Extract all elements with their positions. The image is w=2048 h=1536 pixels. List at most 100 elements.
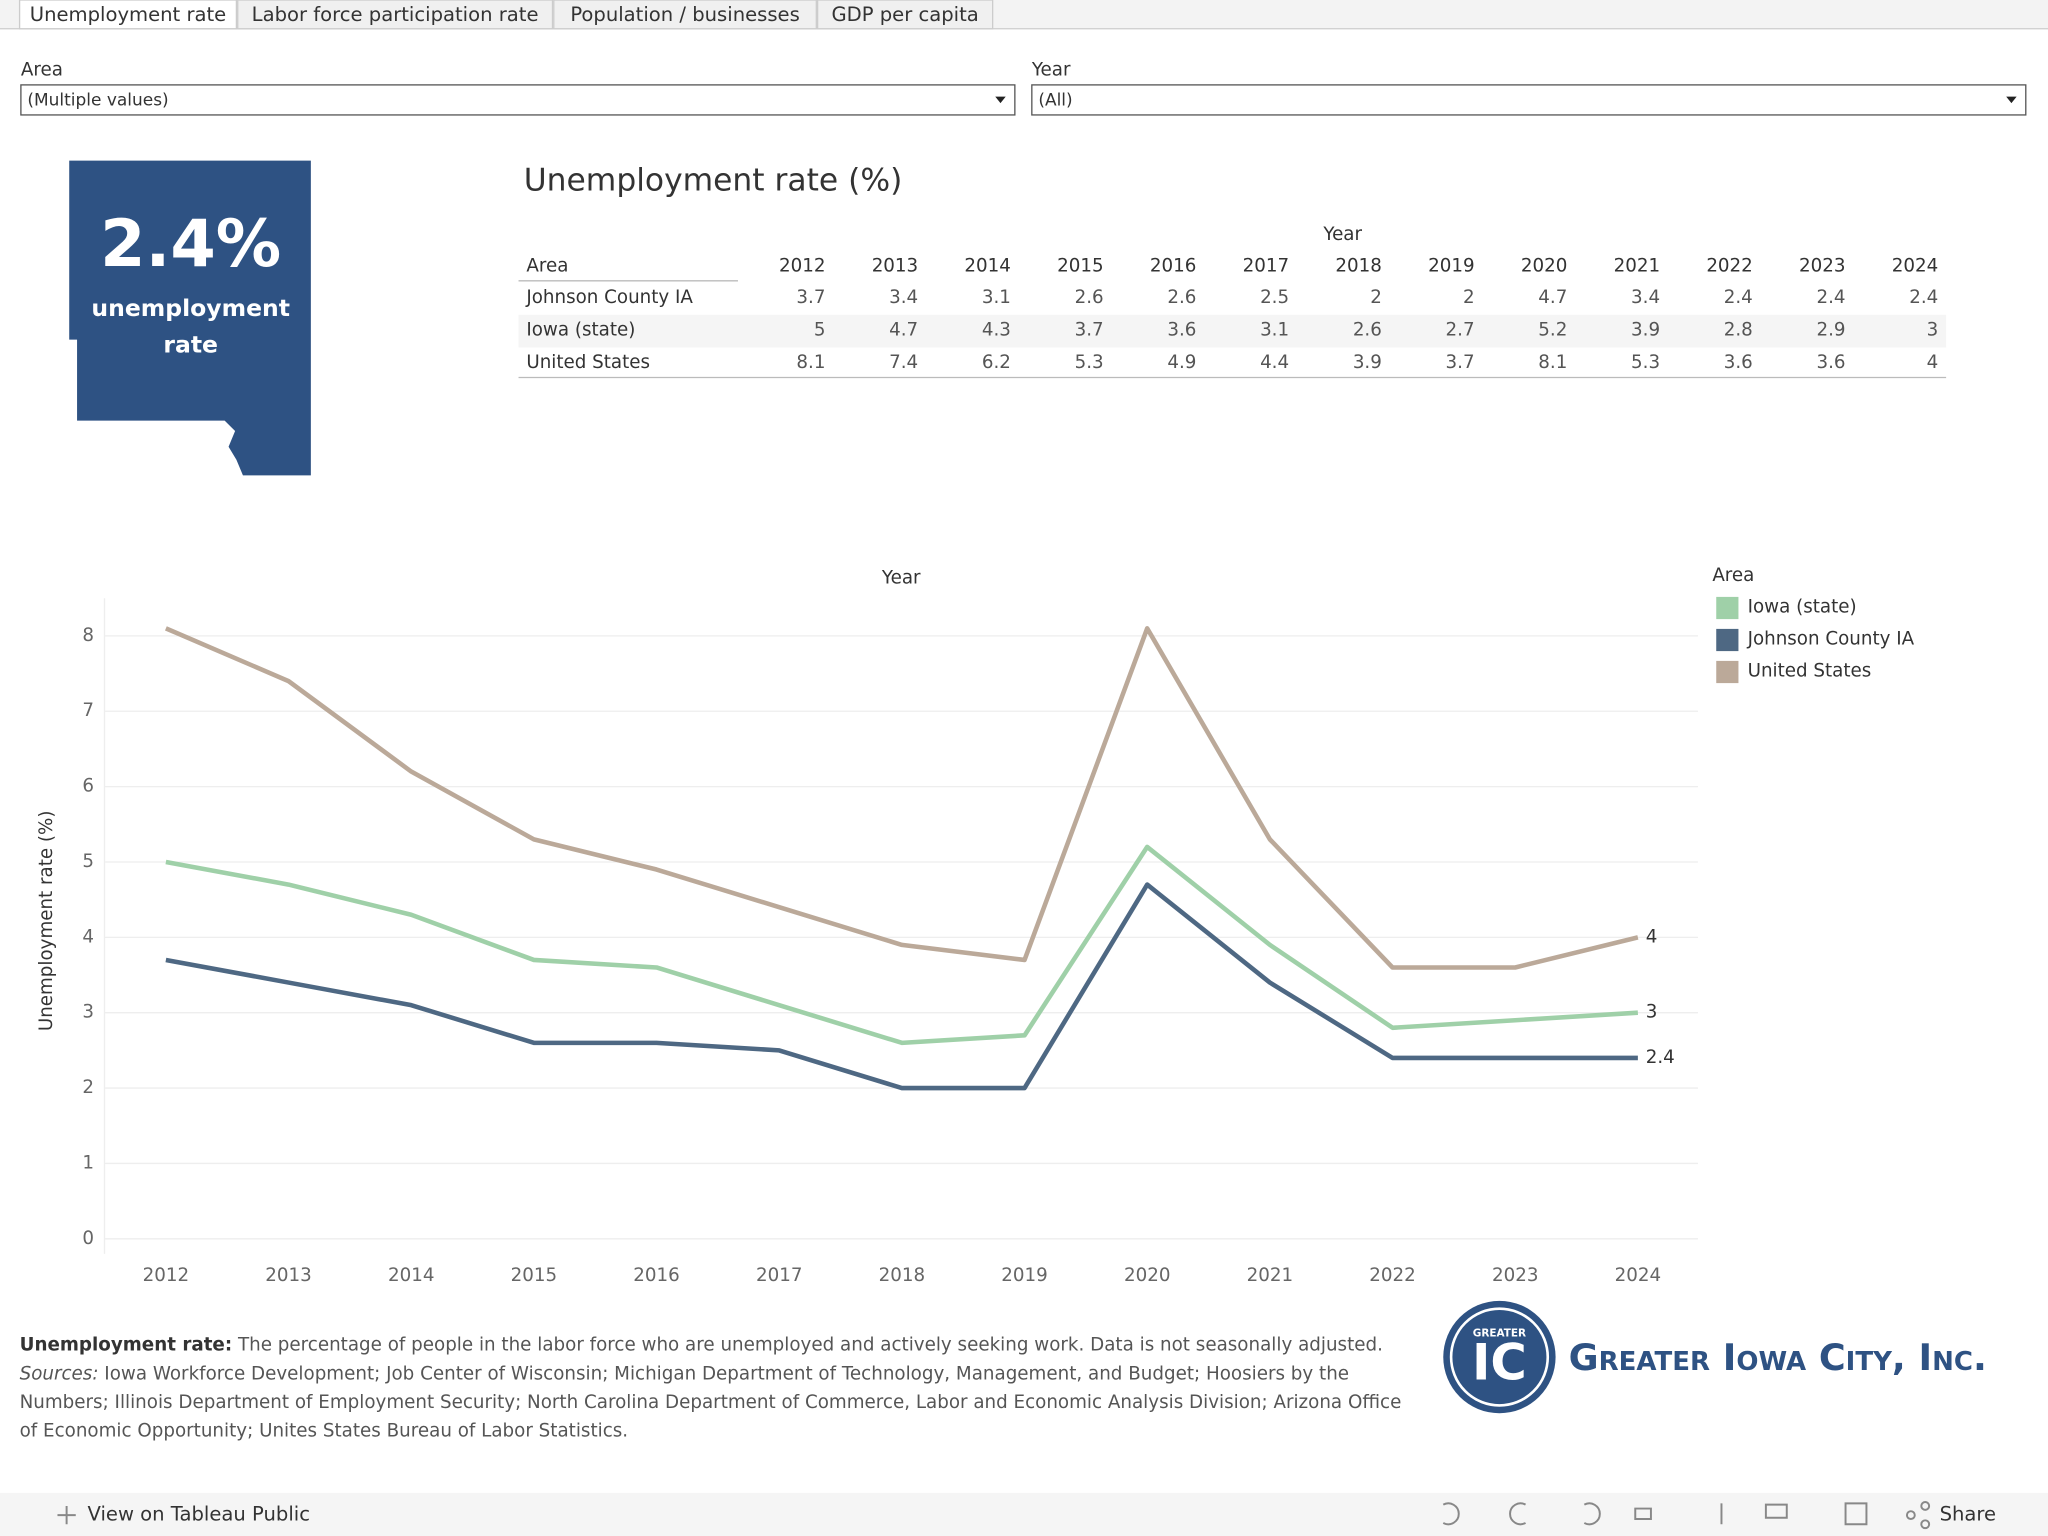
legend-swatch [1716,596,1739,620]
x-tick-label: 2024 [1615,1265,1662,1286]
tab-label[interactable]: GDP per capita [831,3,978,26]
table-cell: 8.1 [796,352,825,373]
table-row-label: Iowa (state) [526,319,635,340]
table-cell: 4.9 [1167,352,1196,373]
table-cell: 3.4 [889,287,918,308]
toolbar [0,1492,2048,1536]
county-shape [69,160,311,476]
table-cell: 2.9 [1816,319,1845,340]
table-column-header: 2021 [1614,255,1661,276]
table-cell: 4 [1927,352,1939,373]
table-cell: 3.7 [1446,352,1475,373]
table-cell: 2.4 [1816,287,1845,308]
series-line [165,882,1638,1091]
legend-label: Iowa (state) [1748,596,1857,617]
table-column-header: 2018 [1335,255,1382,276]
dropdown-arrow [995,96,1006,104]
y-tick-label: 4 [82,926,94,947]
table-row-label: United States [526,352,650,373]
table-cell: 3.4 [1631,287,1660,308]
x-tick-label: 2016 [633,1265,680,1286]
legend-label: United States [1748,660,1872,681]
table-cell: 2 [1463,287,1475,308]
toolbar-share[interactable]: Share [1940,1503,1997,1526]
tab-label[interactable]: Population / businesses [570,3,799,26]
x-tick-label: 2021 [1247,1265,1294,1286]
tab[interactable] [18,0,238,30]
table-cell: 2.6 [1167,287,1196,308]
table-row-label: Johnson County IA [525,287,693,308]
table-title: Unemployment rate (%) [524,163,903,199]
filter-label: Year [1031,60,1071,81]
legend-swatch [1716,660,1739,684]
x-tick-label: 2015 [511,1265,557,1286]
table-column-header: 2012 [779,255,825,276]
x-tick-label: 2023 [1492,1265,1539,1286]
table-cell: 3.6 [1816,352,1845,373]
y-tick-label: 1 [82,1152,94,1173]
table-column-header: 2017 [1243,255,1290,276]
table-cell: 2.4 [1909,287,1938,308]
table-cell: 5.2 [1538,319,1567,340]
table-column-header: 2016 [1150,255,1197,276]
kpi-label: unemployment [91,294,290,322]
table-cell: 3.1 [1260,319,1289,340]
table-cell: 4.4 [1260,352,1289,373]
filter-value[interactable]: (Multiple values) [27,91,168,111]
toolbar-view[interactable]: View on Tableau Public [88,1503,311,1526]
table-cell: 3.6 [1724,352,1753,373]
table-row-header: Area [526,255,568,276]
end-label: 4 [1646,926,1658,947]
legend-swatch [1716,628,1739,652]
tab[interactable] [553,0,817,30]
table-cell: 5.3 [1631,352,1660,373]
table-row-band [518,314,1947,348]
table-column-header: 2014 [964,255,1011,276]
filter-dropdown[interactable] [20,84,1016,116]
table-column-header: 2020 [1521,255,1568,276]
footnote-description: The percentage of people in the labor fo… [237,1334,1383,1356]
chart-title: Year [881,568,921,589]
tab-label[interactable]: Labor force participation rate [252,3,539,26]
logo-ring [1449,1307,1550,1407]
table-cell: 5 [814,319,826,340]
table-cell: 3 [1927,319,1939,340]
kpi-value: 2.4% [100,206,281,282]
table-column-header: 2022 [1706,255,1753,276]
tab[interactable] [237,0,554,30]
table-cell: 3.9 [1353,352,1382,373]
filter-dropdown[interactable] [1031,84,2027,116]
logo-badge-top: GREATER [1473,1328,1526,1340]
series-line [164,626,1639,970]
footnote: Unemployment rate: The percentage of peo… [20,1331,1424,1446]
footnote-term: Unemployment rate: [19,1334,233,1356]
table-column-header: 2023 [1799,255,1846,276]
x-tick-label: 2018 [879,1265,926,1286]
y-tick-label: 3 [82,1002,94,1023]
x-tick-label: 2013 [265,1265,312,1286]
tab-label[interactable]: Unemployment rate [30,3,226,26]
table-column-header: 2024 [1892,255,1939,276]
table-cell: 2.7 [1446,319,1475,340]
logo-badge [1443,1300,1556,1414]
toolbar-icons [57,1501,1931,1530]
x-tick-label: 2014 [388,1265,435,1286]
table-cell: 2.6 [1075,287,1104,308]
filter-label: Area [21,60,63,81]
legend-label: Johnson County IA [1747,628,1915,649]
kpi-label: rate [163,331,218,359]
dropdown-arrow [2006,96,2017,104]
table-cell: 4.7 [1538,287,1567,308]
table-cell: 4.7 [889,319,918,340]
legend-title: Area [1712,565,1754,586]
y-tick-label: 7 [82,700,94,721]
filter-value[interactable]: (All) [1038,91,1072,111]
table-column-header: 2013 [872,255,919,276]
x-tick-label: 2019 [1001,1265,1047,1286]
y-axis-label: Unemployment rate (%) [36,810,57,1031]
x-tick-label: 2020 [1124,1265,1171,1286]
tab[interactable] [816,0,994,30]
series-line [165,844,1639,1046]
y-tick-label: 2 [82,1077,94,1098]
